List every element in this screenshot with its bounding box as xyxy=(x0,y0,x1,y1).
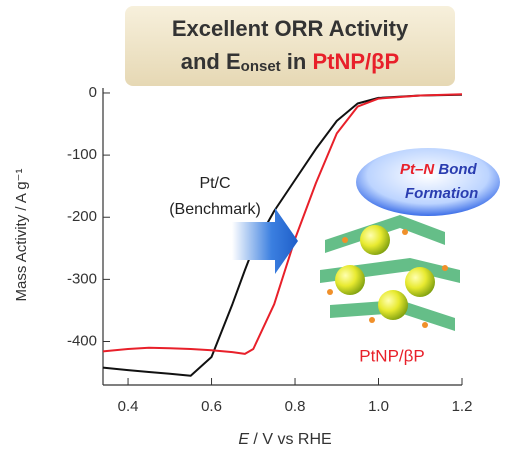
x-tick-label: 0.6 xyxy=(201,398,222,415)
title-subscript: onset xyxy=(241,58,281,75)
annotation: Pt–N Bond xyxy=(400,161,478,178)
y-tick-label: -200 xyxy=(67,208,97,225)
x-tick-label: 1.0 xyxy=(368,398,389,415)
chart: Excellent ORR Activity and Eonset in PtN… xyxy=(0,0,509,452)
x-tick-label: 0.4 xyxy=(118,398,139,415)
x-tick-label: 1.2 xyxy=(452,398,473,415)
illustration xyxy=(320,215,460,331)
legend-label: Pt/C xyxy=(199,175,230,192)
speech-bubble xyxy=(356,148,500,216)
annotation-part: Pt–N xyxy=(400,161,435,178)
y-tick-label: -400 xyxy=(67,332,97,349)
title-part: PtNP/βP xyxy=(312,49,399,74)
annotation: Formation xyxy=(405,185,478,202)
y-tick-label: 0 xyxy=(89,84,97,101)
x-axis-label: E / V vs RHE xyxy=(238,431,331,448)
x-label-part: / V vs RHE xyxy=(249,431,332,448)
y-tick-label: -100 xyxy=(67,146,97,163)
annotation: (Benchmark) xyxy=(169,201,261,218)
chart-title: Excellent ORR Activity xyxy=(172,16,409,41)
chart-title: and Eonset in PtNP/βP xyxy=(181,49,399,75)
x-label-part: E xyxy=(238,431,249,448)
y-tick-label: -300 xyxy=(67,270,97,287)
title-part: in xyxy=(281,49,313,74)
y-axis-label: Mass Activity / A g⁻¹ xyxy=(13,169,30,302)
x-tick-label: 0.8 xyxy=(285,398,306,415)
title-part: and E xyxy=(181,49,241,74)
legend-label: PtNP/βP xyxy=(359,346,425,365)
annotation-part: Bond xyxy=(434,161,477,178)
